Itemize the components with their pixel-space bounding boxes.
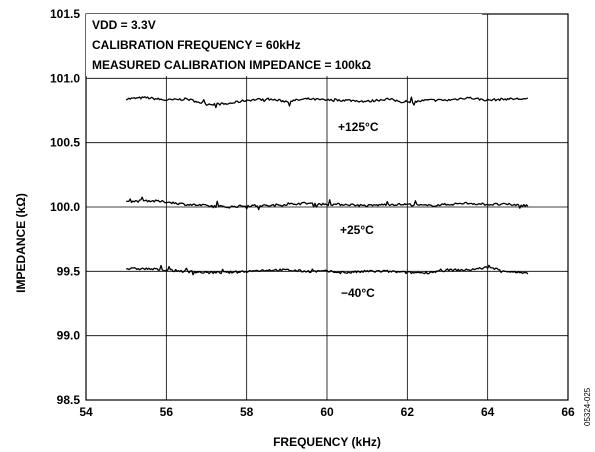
series-25c-line — [126, 196, 529, 211]
x-tick-label: 64 — [481, 405, 495, 419]
y-tick-labels: 98.5 99.0 99.5 100.0 100.5 101.0 101.5 — [50, 7, 80, 407]
x-tick-label: 54 — [79, 405, 93, 419]
annotation-vdd: VDD = 3.3V — [92, 18, 156, 32]
x-tick-label: 66 — [561, 405, 575, 419]
y-tick-label: 98.5 — [57, 393, 81, 407]
x-axis-title: FREQUENCY (kHz) — [273, 435, 381, 449]
x-tick-label: 56 — [160, 405, 174, 419]
x-tick-label: 60 — [320, 405, 334, 419]
series-125c-line — [125, 96, 529, 109]
series-minus40c-line — [126, 264, 529, 276]
y-tick-label: 100.5 — [50, 136, 80, 150]
x-tick-labels: 54 56 58 60 62 64 66 — [79, 405, 575, 419]
annotation-cal-impedance: MEASURED CALIBRATION IMPEDANCE = 100kΩ — [92, 58, 371, 72]
x-tick-label: 58 — [240, 405, 254, 419]
annotation-box-bg — [86, 14, 482, 76]
y-tick-label: 99.5 — [57, 264, 81, 278]
series-layer — [125, 96, 529, 276]
x-tick-label: 62 — [401, 405, 415, 419]
y-tick-label: 100.0 — [50, 200, 80, 214]
y-tick-label: 101.0 — [50, 71, 80, 85]
series-label-25c: +25°C — [340, 223, 374, 237]
series-label-125c: +125°C — [338, 120, 379, 134]
y-axis-title: IMPEDANCE (kΩ) — [14, 193, 28, 293]
figure-id: 05324-025 — [583, 387, 592, 426]
y-tick-label: 101.5 — [50, 7, 80, 21]
annotation-cal-frequency: CALIBRATION FREQUENCY = 60kHz — [92, 38, 301, 52]
y-tick-label: 99.0 — [57, 329, 81, 343]
series-label-minus40c: −40°C — [341, 286, 375, 300]
